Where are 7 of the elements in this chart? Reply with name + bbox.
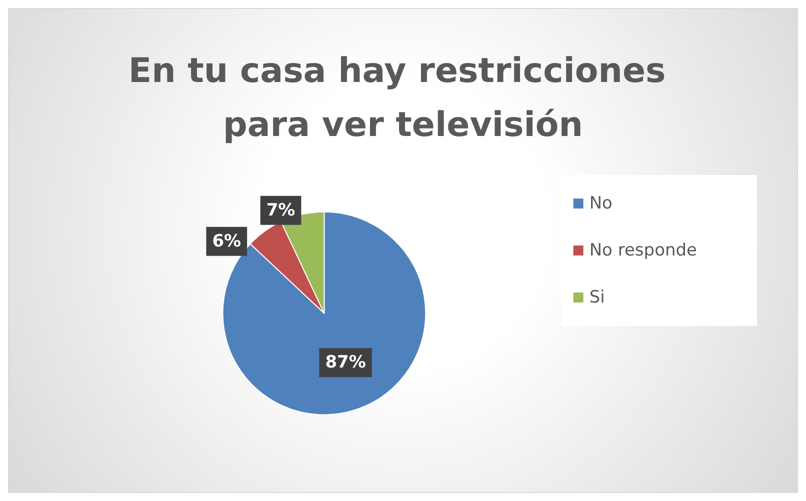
data-label: 6%: [212, 231, 242, 252]
legend-label: Si: [589, 288, 605, 308]
data-label: 7%: [266, 200, 296, 220]
chart-title: En tu casa hay restricciones para ver televisión: [128, 51, 678, 145]
data-label: 87%: [325, 352, 366, 373]
legend-label: No responde: [589, 240, 698, 260]
legend-label: No: [589, 194, 612, 214]
